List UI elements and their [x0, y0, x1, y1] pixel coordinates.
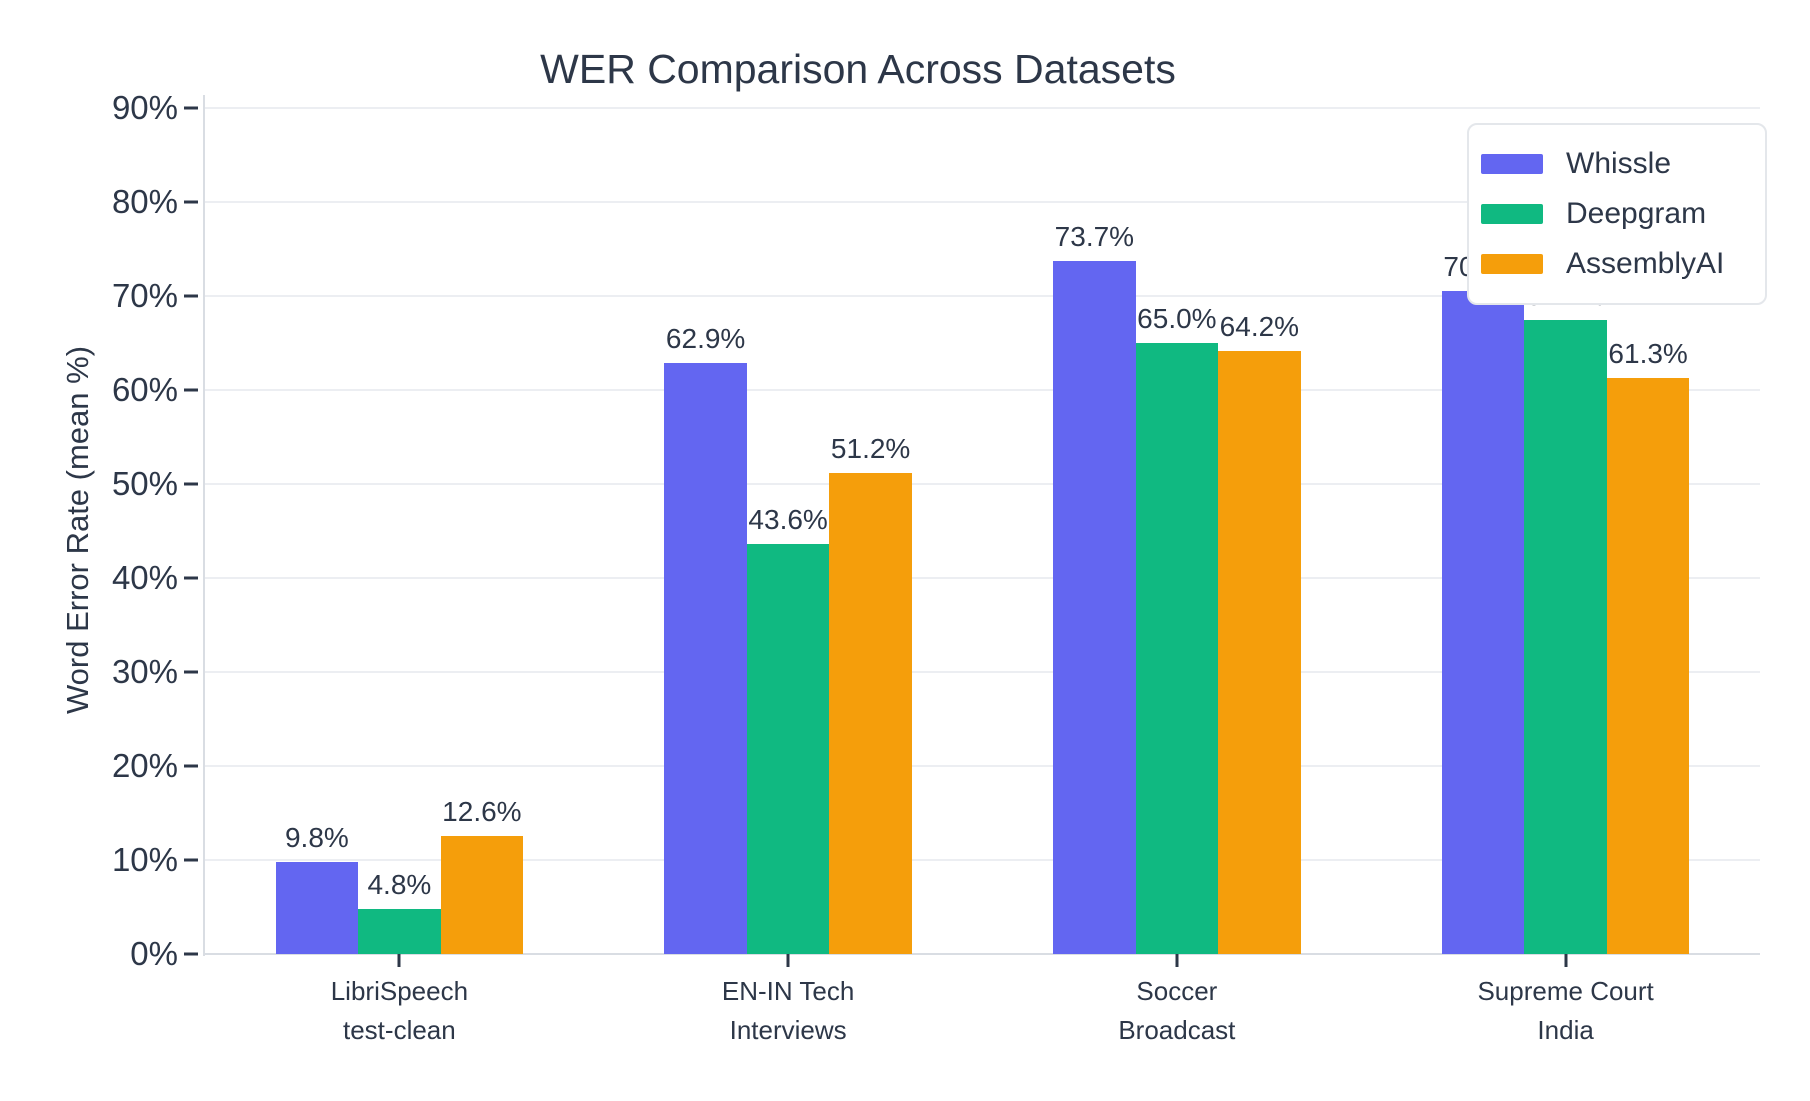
x-tick-label: EN-IN Tech Interviews	[721, 976, 855, 1045]
y-tick-label: 30%	[111, 653, 178, 690]
bar-whissle-2	[664, 362, 747, 954]
y-tick-mark	[184, 482, 198, 486]
bar-value-label: 9.8%	[284, 821, 349, 853]
chart-title: WER Comparison Across Datasets	[540, 46, 1176, 92]
legend-item-assemblyai: AssemblyAI	[1481, 239, 1749, 289]
x-tick-mark	[1564, 954, 1568, 967]
y-tick-label: 40%	[111, 559, 178, 596]
y-tick-mark	[184, 388, 198, 392]
bar-value-label: 62.9%	[665, 322, 746, 354]
bar-whissle-3	[1053, 261, 1136, 954]
bar-value-label: 4.8%	[367, 868, 432, 900]
bar-whissle-4	[1441, 291, 1525, 954]
y-tick-mark	[184, 858, 198, 862]
y-tick-mark	[184, 106, 198, 110]
gridline	[205, 483, 1760, 485]
gridline	[205, 389, 1760, 391]
legend: Whissle Deepgram AssemblyAI	[1467, 123, 1767, 305]
y-tick-mark	[184, 670, 198, 674]
gridline	[205, 577, 1760, 579]
bar-value-label: 43.6%	[748, 504, 828, 536]
bar-deepgram-2	[746, 544, 830, 954]
y-tick-label: 60%	[111, 371, 178, 408]
bar-value-label: 64.2%	[1219, 310, 1300, 342]
legend-swatch-deepgram	[1481, 204, 1543, 224]
legend-label: Deepgram	[1566, 197, 1707, 230]
legend-item-deepgram: Deepgram	[1481, 189, 1749, 239]
gridline	[205, 295, 1760, 297]
y-axis-line	[203, 95, 205, 956]
x-tick-label: Supreme Court India	[1477, 976, 1654, 1045]
bar-deepgram-4	[1524, 320, 1607, 954]
y-tick-mark	[184, 294, 198, 298]
y-tick-label: 80%	[111, 183, 178, 220]
y-tick-label: 10%	[111, 841, 178, 878]
y-tick-mark	[184, 200, 198, 204]
bar-value-label: 65.0%	[1137, 303, 1217, 334]
y-tick-label: 90%	[111, 89, 178, 126]
legend-swatch-assemblyai	[1481, 254, 1543, 274]
x-axis-line	[203, 953, 1760, 955]
bar-whissle-1	[275, 861, 359, 954]
bar-value-label: 73.7%	[1054, 221, 1135, 253]
gridline	[205, 765, 1760, 767]
y-tick-mark	[184, 764, 198, 768]
legend-label: Whissle	[1566, 147, 1672, 180]
bar-assemblyai-3	[1218, 350, 1301, 954]
y-tick-mark	[184, 576, 198, 580]
bar-value-label: 12.6%	[442, 795, 522, 827]
y-tick-label: 20%	[111, 747, 178, 784]
gridline	[205, 671, 1760, 673]
bar-value-label: 51.2%	[830, 432, 911, 464]
x-tick-label: LibriSpeech test-clean	[330, 976, 469, 1045]
y-tick-label: 0%	[130, 935, 178, 972]
y-tick-label: 70%	[111, 277, 178, 314]
x-tick-mark	[1175, 954, 1179, 967]
bar-deepgram-3	[1135, 343, 1219, 954]
y-tick-label: 50%	[111, 465, 178, 502]
legend-swatch-whissle	[1481, 154, 1543, 174]
y-tick-mark	[184, 952, 198, 956]
x-tick-mark	[786, 954, 790, 967]
bar-deepgram-1	[358, 908, 441, 954]
x-tick-mark	[397, 954, 401, 967]
gridline	[205, 201, 1760, 203]
bar-value-label: 61.3%	[1608, 337, 1688, 369]
legend-item-whissle: Whissle	[1481, 139, 1749, 189]
gridline	[205, 107, 1760, 109]
bar-assemblyai-2	[829, 472, 912, 954]
gridline	[205, 859, 1760, 861]
bar-assemblyai-4	[1606, 377, 1690, 954]
bar-assemblyai-1	[440, 835, 524, 954]
legend-label: AssemblyAI	[1566, 247, 1725, 280]
x-tick-label: Soccer Broadcast	[1118, 976, 1236, 1045]
